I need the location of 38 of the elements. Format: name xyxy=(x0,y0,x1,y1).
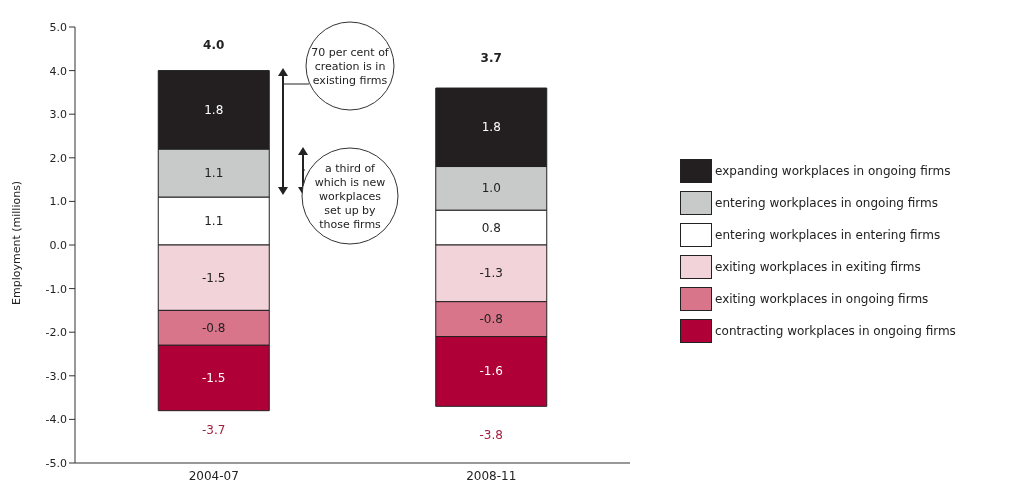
annotation: 4.0 xyxy=(203,37,225,52)
y-tick-label: -5.0 xyxy=(45,456,67,470)
data-label: 0.8 xyxy=(481,220,501,235)
y-tick-label: -3.0 xyxy=(45,369,67,383)
legend-label: entering workplaces in entering firms xyxy=(715,228,941,242)
y-tick-label: 3.0 xyxy=(49,108,67,122)
y-tick-label: 1.0 xyxy=(49,195,67,209)
data-label: 1.0 xyxy=(481,181,501,196)
legend-label: contracting workplaces in ongoing firms xyxy=(715,324,956,338)
data-label: -0.8 xyxy=(202,320,226,335)
x-tick-label: 2004-07 xyxy=(188,468,239,483)
annotation: a third of which is new workplaces set up by those firms xyxy=(314,162,386,231)
x-tick-label: 2008-11 xyxy=(466,468,517,483)
annotation: -3.7 xyxy=(202,423,226,438)
legend-label: entering workplaces in ongoing firms xyxy=(715,196,939,210)
legend-label: exiting workplaces in exiting firms xyxy=(715,260,921,274)
y-tick-label: 2.0 xyxy=(49,151,67,165)
annotation: 3.7 xyxy=(480,50,502,65)
data-label: 1.1 xyxy=(204,166,224,181)
y-tick-label: -4.0 xyxy=(45,413,67,427)
data-label: 1.8 xyxy=(481,120,501,135)
data-label: -0.8 xyxy=(479,312,503,327)
data-label: -1.3 xyxy=(479,266,503,281)
y-tick-label: -1.0 xyxy=(45,282,67,296)
legend-label: exiting workplaces in ongoing firms xyxy=(715,292,929,306)
annotation: -3.8 xyxy=(479,427,503,442)
data-label: -1.5 xyxy=(202,270,226,285)
y-tick-label: 5.0 xyxy=(49,20,67,34)
y-axis-title: Employment (millions) xyxy=(9,180,23,305)
data-label: 1.8 xyxy=(204,102,224,117)
y-tick-label: 4.0 xyxy=(49,64,67,78)
data-label: -1.5 xyxy=(202,370,226,385)
data-label: -1.6 xyxy=(479,364,503,379)
legend-label: expanding workplaces in ongoing firms xyxy=(715,164,951,178)
data-label: 1.1 xyxy=(204,214,224,229)
annotation: 70 per cent of creation is in existing firms xyxy=(311,46,390,87)
y-tick-label: -2.0 xyxy=(45,326,67,340)
y-tick-label: 0.0 xyxy=(49,238,67,252)
